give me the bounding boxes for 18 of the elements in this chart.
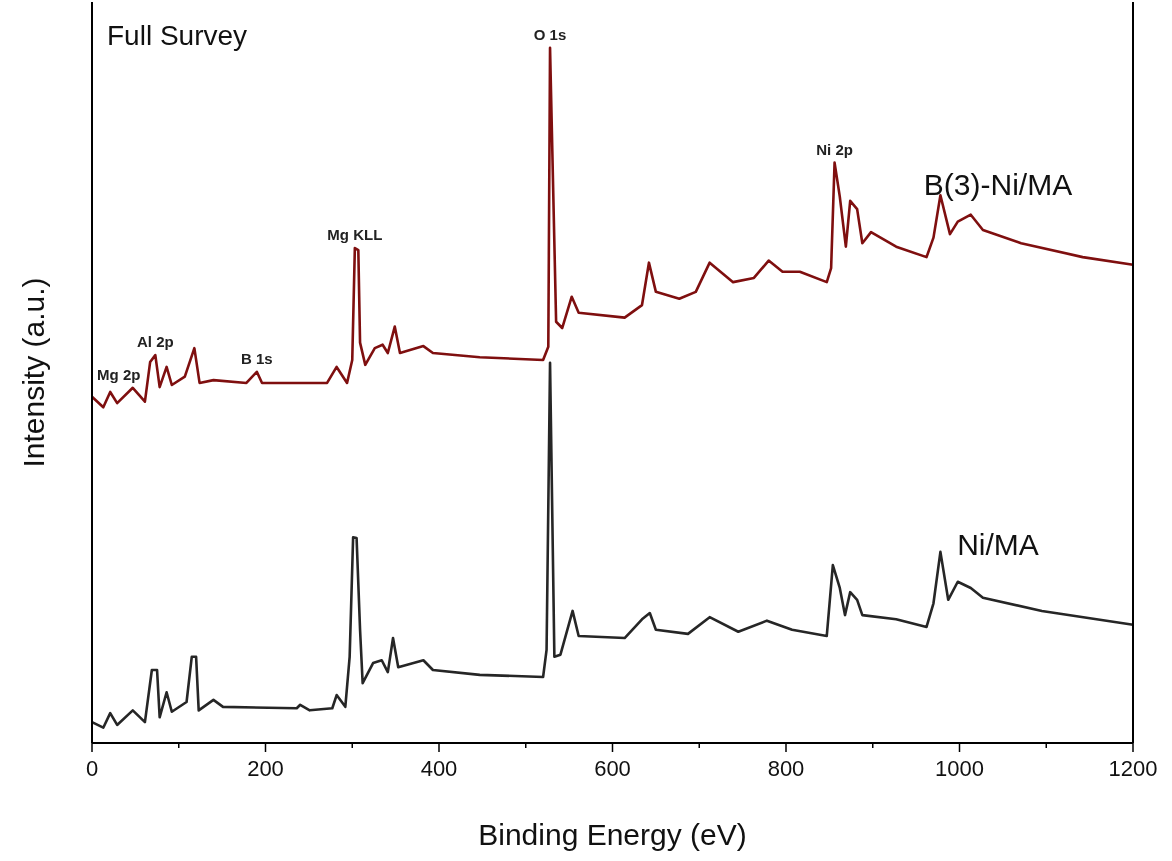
x-tick-label: 200 [247, 756, 284, 781]
annotation: Full Survey [107, 20, 248, 51]
x-tick-label: 0 [85, 756, 99, 781]
annotation: Mg KLL [327, 226, 383, 244]
x-axis-title: Binding Energy (eV) [478, 818, 747, 851]
annotation: O 1s [533, 25, 567, 43]
annotation: Al 2p [136, 333, 174, 351]
y-axis-title: Intensity (a.u.) [17, 277, 50, 468]
annotation: Ni 2p [816, 140, 853, 158]
annotation: Mg 2p [97, 365, 141, 383]
x-tick-label: 600 [594, 756, 631, 781]
x-tick-label: 1000 [935, 756, 984, 781]
annotation: B 1s [240, 349, 273, 367]
x-tick-label: 400 [420, 756, 458, 781]
series-label: Ni/MA [957, 527, 1039, 561]
x-tick-label: 800 [767, 756, 805, 781]
x-tick-label: 1200 [1108, 756, 1158, 781]
series-label: B(3)-Ni/MA [923, 167, 1073, 201]
